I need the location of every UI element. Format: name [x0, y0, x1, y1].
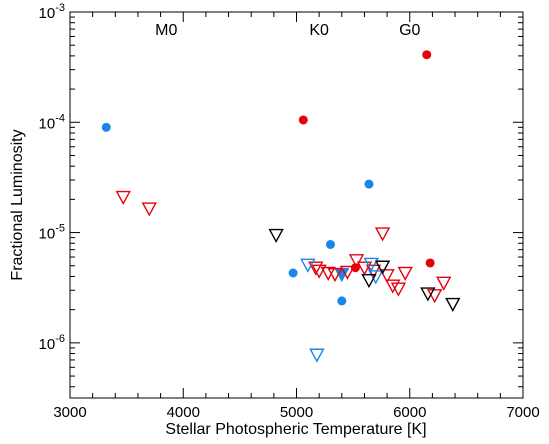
data-point-red-open-triangle-down [348, 254, 365, 269]
tick-labels: 3000 4000 5000 6000 7000 10-6 10-5 10-4 10-3 [39, 2, 540, 421]
data-point-blue-filled-circle [288, 268, 298, 278]
data-point-red-open-triangle-down [436, 276, 452, 291]
data-point-blue-filled-circle [364, 179, 374, 189]
data-point-black-open-triangle-down [374, 260, 391, 275]
data-point-blue-open-triangle-down [309, 348, 325, 363]
data-point-red-open-triangle-down [141, 202, 157, 217]
axis-ticks [69, 11, 524, 398]
x-tick-label: 4000 [167, 404, 200, 421]
data-point-red-open-triangle-down [374, 227, 391, 242]
data-point-red-open-triangle-down [356, 261, 373, 276]
data-point-red-open-triangle-down [385, 279, 401, 294]
y-tick-label: 10-3 [39, 2, 65, 22]
data-point-black-open-triangle-down [361, 273, 377, 289]
x-tick-label: 3000 [53, 404, 86, 421]
data-point-black-open-triangle-down [445, 297, 461, 312]
spectral-type-g0: G0 [399, 22, 420, 39]
spectral-type-m0: M0 [155, 22, 177, 39]
data-point-blue-open-triangle-down [368, 270, 384, 285]
x-axis-title: Stellar Photospheric Temperature [K] [165, 421, 426, 438]
data-point-blue-filled-circle [325, 239, 335, 249]
data-point-red-open-triangle-down [379, 269, 395, 284]
plot-frame [69, 11, 524, 399]
plot-area [69, 11, 524, 399]
data-point-red-filled-circle [422, 50, 432, 60]
data-point-red-open-triangle-down [390, 282, 407, 297]
x-tick-label: 5000 [280, 404, 313, 421]
y-tick-label: 10-6 [39, 333, 65, 353]
data-point-red-filled-circle [298, 115, 308, 125]
data-point-red-open-triangle-down [311, 264, 327, 279]
data-point-red-open-triangle-down [426, 289, 443, 304]
data-point-red-open-triangle-down [339, 265, 356, 280]
data-point-blue-open-triangle-down [300, 258, 316, 273]
x-tick-label: 6000 [393, 404, 426, 421]
data-point-blue-filled-circle [337, 296, 347, 306]
data-points [101, 50, 461, 363]
spectral-type-labels: M0 K0 G0 [155, 22, 420, 39]
data-point-red-open-triangle-down [327, 267, 343, 283]
data-point-red-open-triangle-down [115, 190, 131, 206]
data-point-black-open-triangle-down [420, 287, 436, 302]
data-point-black-open-triangle-down [268, 228, 284, 243]
data-point-red-open-triangle-down [308, 261, 324, 276]
y-axis-title: Fractional Luminosity [9, 129, 26, 280]
data-point-blue-open-triangle-down [363, 257, 379, 272]
data-point-blue-filled-triangle-down [334, 267, 350, 283]
data-point-blue-filled-circle [101, 122, 111, 132]
data-point-red-filled-circle [425, 258, 435, 268]
y-tick-label: 10-5 [39, 223, 65, 243]
x-tick-label: 7000 [506, 404, 539, 421]
spectral-type-k0: K0 [309, 22, 329, 39]
data-point-red-open-triangle-down [397, 266, 413, 281]
y-tick-label: 10-4 [39, 112, 65, 132]
